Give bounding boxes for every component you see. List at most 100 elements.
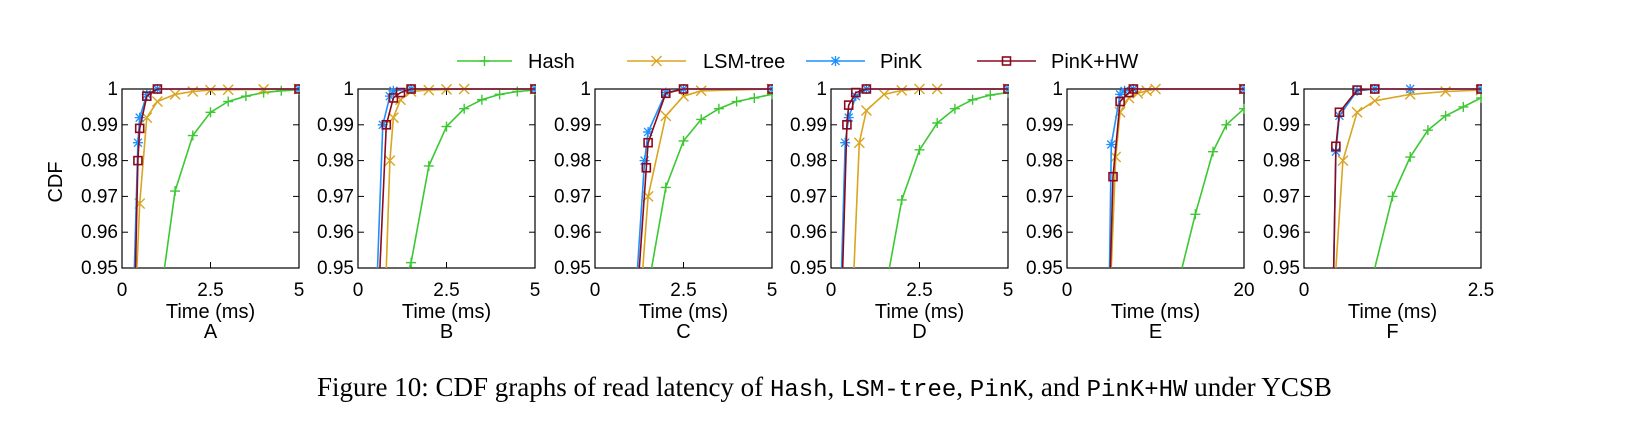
data-point-lsm-tree — [151, 96, 163, 108]
data-point-pink — [840, 137, 851, 148]
series-line-lsm-tree — [853, 88, 1008, 269]
data-point-hash — [1405, 152, 1416, 163]
panel-label: D — [912, 321, 926, 343]
x-tick-label: 5 — [530, 280, 541, 301]
y-tick-label: 0.98 — [554, 151, 591, 172]
data-point-lsm-tree — [660, 110, 672, 122]
data-point-pink-hw — [388, 93, 399, 103]
plot-frame — [1066, 88, 1245, 269]
y-tick-label: 0.95 — [1263, 258, 1300, 279]
x-axis-label: Time (ms) — [1111, 301, 1200, 323]
y-tick-label: 0.95 — [554, 258, 591, 279]
series-line-lsm-tree — [642, 88, 773, 269]
series-hash — [1181, 103, 1245, 269]
data-point-pink — [643, 126, 654, 137]
series-lsm-tree — [642, 83, 773, 269]
x-tick-label: 2.5 — [670, 280, 696, 301]
data-point-lsm-tree — [896, 84, 908, 96]
data-point-lsm-tree — [187, 86, 199, 98]
x-tick-label: 0 — [590, 280, 601, 301]
data-point-lsm-tree — [695, 85, 707, 97]
data-point-lsm-tree — [1369, 95, 1381, 107]
y-tick-label: 1 — [107, 79, 118, 100]
series-line-hash — [408, 89, 536, 269]
legend-marker-lsm-tree — [651, 55, 662, 67]
panel-label: C — [676, 321, 690, 343]
data-point-pink — [141, 89, 152, 100]
data-point-pink-hw — [861, 84, 872, 94]
legend-item-hash: Hash — [457, 51, 575, 73]
x-tick-label: 5 — [1003, 280, 1014, 301]
y-tick-label: 1 — [580, 79, 591, 100]
data-point-pink-hw — [134, 123, 145, 134]
data-point-pink-hw — [1115, 96, 1125, 107]
y-tick-label: 0.97 — [1263, 186, 1300, 207]
series-pink-hw — [133, 84, 300, 269]
data-point-hash — [1190, 209, 1201, 220]
panel-label: B — [440, 321, 453, 343]
data-point-hash — [276, 85, 287, 96]
x-axis-label: Time (ms) — [402, 301, 491, 323]
x-axis-label: Time (ms) — [1348, 301, 1437, 323]
y-tick-label: 0.98 — [790, 151, 827, 172]
x-tick-label: 0 — [353, 280, 364, 301]
data-point-hash — [1208, 146, 1219, 157]
x-tick-label: 5 — [767, 280, 778, 301]
data-point-hash — [187, 130, 198, 141]
data-point-pink-hw — [141, 91, 152, 101]
series-pink-hw — [638, 84, 773, 269]
y-tick-label: 0.96 — [81, 222, 118, 243]
y-tick-label: 1 — [343, 79, 354, 100]
y-tick-label: 0.99 — [554, 115, 591, 136]
data-point-pink-hw — [381, 120, 392, 130]
data-point-lsm-tree — [878, 88, 890, 100]
y-tick-label: 0.95 — [81, 258, 118, 279]
data-point-hash — [1422, 125, 1433, 136]
data-point-pink-hw — [643, 137, 653, 148]
x-axis-label: Time (ms) — [639, 301, 728, 323]
data-point-pink-hw — [1239, 84, 1245, 94]
data-point-pink-hw — [395, 87, 406, 98]
series-line-pink — [840, 88, 1008, 269]
x-tick-label: 2.5 — [906, 280, 932, 301]
data-point-lsm-tree — [205, 84, 216, 96]
y-tick-label: 0.96 — [1263, 222, 1300, 243]
series-line-lsm-tree — [1110, 88, 1244, 269]
data-point-hash — [1221, 119, 1232, 130]
series-pink — [1106, 84, 1245, 269]
y-tick-label: 0.98 — [1026, 151, 1063, 172]
caption-hash: Hash — [769, 377, 828, 404]
data-point-pink-hw — [842, 120, 852, 130]
data-point-hash — [476, 94, 487, 105]
panel-b: 0.95 0.96 0.97 0.98 0.99 1 0 2.5 5 Time (ms)B — [317, 79, 540, 343]
data-point-hash — [240, 91, 251, 102]
data-point-pink-hw — [1352, 85, 1362, 95]
y-tick-label: 0.98 — [81, 151, 118, 172]
data-point-pink-hw — [133, 155, 143, 166]
panel-a: 0.95 0.96 0.97 0.98 0.99 1 0 2.5 5 Time (ms)A — [81, 79, 304, 343]
data-point-hash — [406, 257, 417, 268]
series-line-pink-hw — [638, 88, 772, 269]
figure-caption: Figure 10: CDF graphs of read latency of… — [0, 372, 1649, 404]
panel-label: E — [1149, 321, 1162, 343]
caption-lsm: LSM-tree — [841, 377, 957, 404]
caption-pinkhw: PinK+HW — [1086, 377, 1188, 404]
legend-label-pink: PinK — [880, 51, 923, 73]
data-point-pink-hw — [767, 84, 773, 94]
data-point-lsm-tree — [1404, 88, 1416, 100]
data-point-hash — [459, 103, 470, 114]
data-point-pink-hw — [1108, 171, 1118, 182]
x-axis-label: Time (ms) — [875, 301, 964, 323]
data-point-pink-hw — [530, 84, 536, 94]
data-point-pink-hw — [1128, 84, 1139, 94]
data-point-hash — [1239, 103, 1245, 114]
series-line-hash — [888, 91, 1009, 269]
y-tick-label: 1 — [816, 79, 827, 100]
y-tick-label: 0.97 — [1026, 186, 1063, 207]
x-tick-label: 0 — [1299, 280, 1310, 301]
y-tick-label: 0.97 — [317, 186, 354, 207]
y-tick-label: 0.96 — [317, 222, 354, 243]
y-tick-label: 1 — [1052, 79, 1063, 100]
series-pink-hw — [1108, 84, 1245, 269]
